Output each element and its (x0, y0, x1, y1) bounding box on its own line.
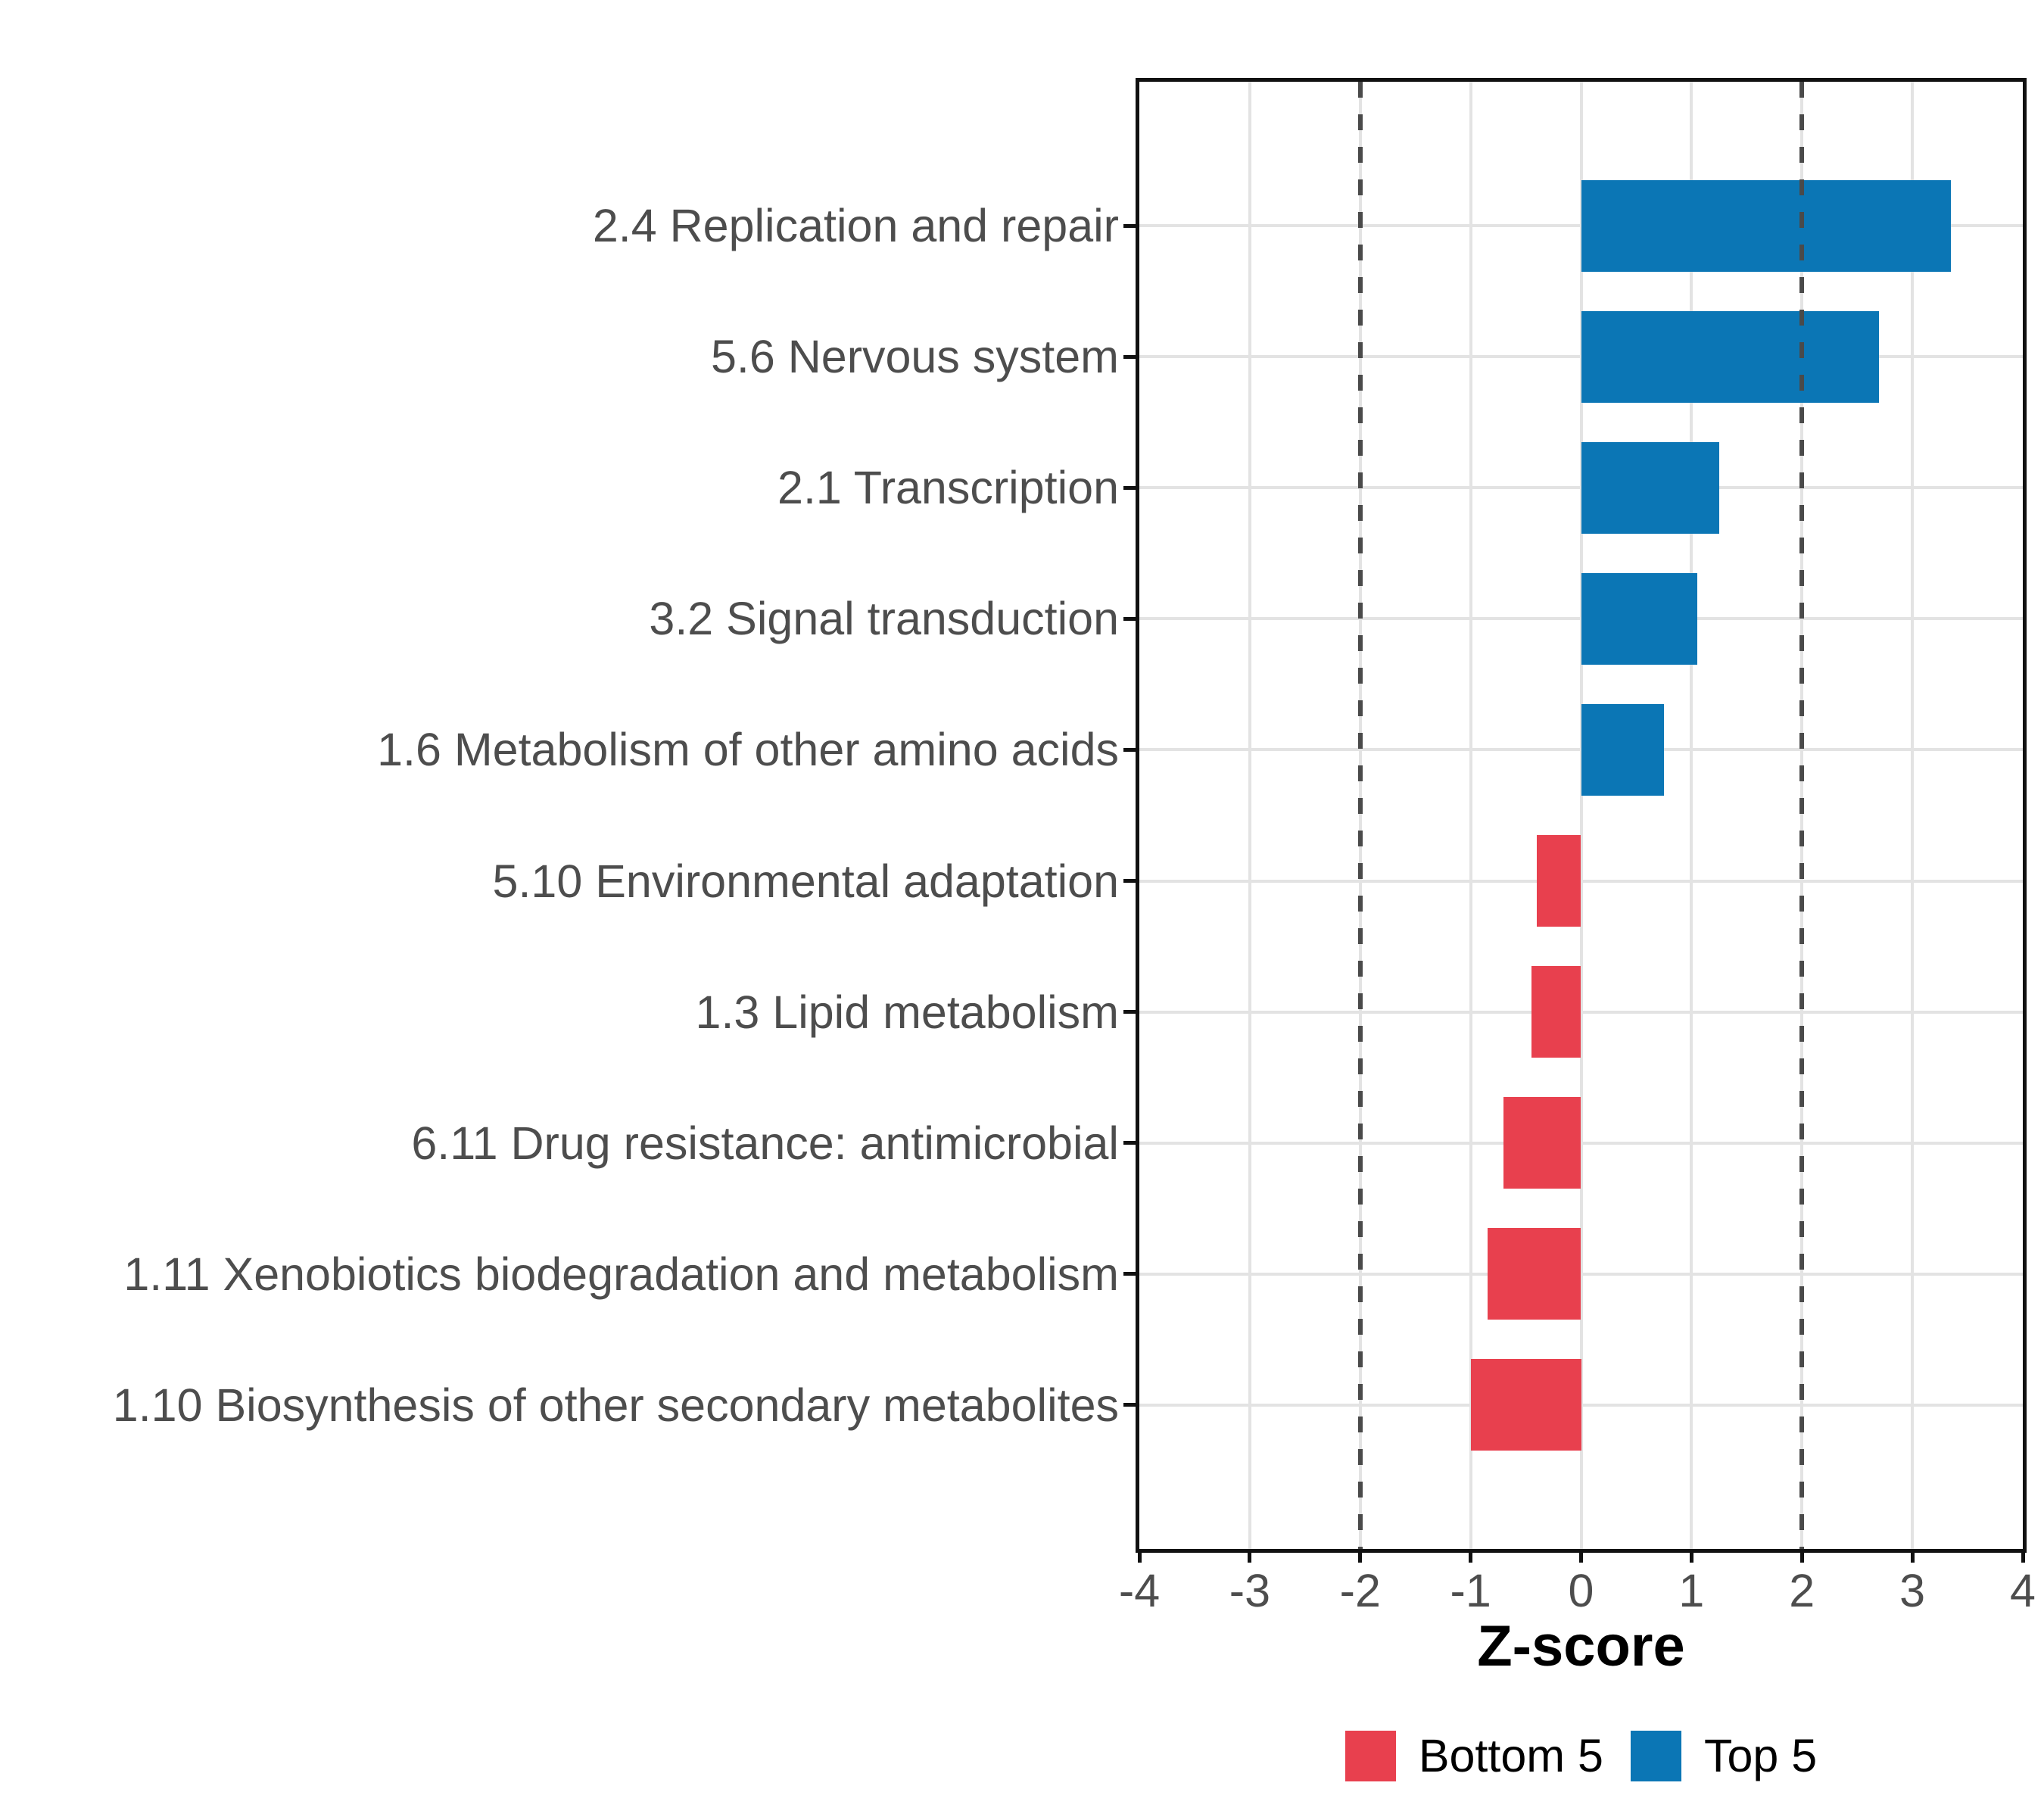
category-label: 1.11 Xenobiotics biodegradation and meta… (123, 1248, 1119, 1300)
reference-line (1799, 82, 1805, 1549)
x-tick-label: 3 (1899, 1565, 1926, 1616)
x-axis-tick (1689, 1553, 1693, 1563)
horizontal-gridline (1139, 1141, 2023, 1145)
y-axis-tick (1123, 1272, 1136, 1276)
bar (1581, 310, 1880, 403)
bar (1537, 835, 1581, 927)
x-axis-tick (1137, 1553, 1142, 1563)
category-label: 2.1 Transcription (777, 462, 1119, 514)
category-label: 1.3 Lipid metabolism (695, 986, 1119, 1038)
y-axis-tick (1123, 1403, 1136, 1407)
bar (1581, 441, 1719, 534)
x-tick-label: 4 (2010, 1565, 2036, 1616)
category-label: 2.4 Replication and repair (592, 200, 1119, 252)
vertical-gridline (1690, 82, 1693, 1549)
legend-key-top-5 (1630, 1730, 1681, 1781)
x-tick-label: -2 (1339, 1565, 1381, 1616)
x-tick-label: 2 (1789, 1565, 1815, 1616)
bar (1581, 572, 1697, 665)
horizontal-gridline (1139, 1272, 2023, 1276)
category-label: 3.2 Signal transduction (649, 593, 1119, 645)
y-axis-tick (1123, 747, 1136, 752)
legend-label: Bottom 5 (1418, 1730, 1603, 1781)
category-label: 5.6 Nervous system (710, 331, 1119, 383)
legend-label: Top 5 (1703, 1730, 1818, 1781)
x-tick-label: -1 (1450, 1565, 1491, 1616)
bar (1581, 703, 1664, 796)
plot-panel (1136, 78, 2027, 1553)
category-label: 6.11 Drug resistance: antimicrobial (411, 1117, 1119, 1169)
x-axis-tick (2021, 1553, 2025, 1563)
legend: Bottom 5 Top 5 (1136, 1729, 2027, 1782)
legend-entry: Bottom 5 (1344, 1729, 1603, 1782)
vertical-gridline (1579, 82, 1583, 1549)
category-label: 1.10 Biosynthesis of other secondary met… (112, 1379, 1119, 1431)
vertical-gridline (1469, 82, 1472, 1549)
y-axis-tick (1123, 616, 1136, 621)
horizontal-gridline (1139, 1403, 2023, 1407)
x-axis-tick (1799, 1553, 1804, 1563)
bar (1470, 1359, 1581, 1451)
category-label: 5.10 Environmental adaptation (492, 855, 1119, 907)
x-axis-tick (1358, 1553, 1363, 1563)
bar (1531, 966, 1581, 1058)
horizontal-gridline (1139, 879, 2023, 883)
bar (1487, 1228, 1581, 1320)
reference-line (1357, 82, 1363, 1549)
bar-layer (1139, 82, 2023, 1549)
x-axis-tick (1579, 1553, 1583, 1563)
legend-entry: Top 5 (1630, 1729, 1818, 1782)
x-tick-label: -3 (1229, 1565, 1270, 1616)
horizontal-gridline (1139, 1010, 2023, 1014)
y-axis-tick (1123, 1141, 1136, 1145)
legend-key-bottom-5 (1344, 1730, 1396, 1781)
y-axis-tick (1123, 223, 1136, 228)
y-axis-tick (1123, 354, 1136, 359)
x-tick-label: 1 (1678, 1565, 1705, 1616)
x-axis-tick (1469, 1553, 1473, 1563)
y-axis-tick (1123, 1010, 1136, 1014)
vertical-gridline (1248, 82, 1251, 1549)
x-axis-tick (1910, 1553, 1915, 1563)
x-axis-title: Z-score (1477, 1614, 1685, 1678)
y-axis-tick (1123, 879, 1136, 884)
x-axis-tick (1248, 1553, 1252, 1563)
bar (1581, 179, 1952, 272)
bar (1503, 1097, 1581, 1189)
reference-lines-layer (1139, 82, 2023, 1549)
y-axis-tick (1123, 485, 1136, 490)
x-tick-label: 0 (1568, 1565, 1594, 1616)
x-tick-label: -4 (1118, 1565, 1161, 1616)
category-label: 1.6 Metabolism of other amino acids (377, 724, 1119, 776)
vertical-gridline (1911, 82, 1915, 1549)
